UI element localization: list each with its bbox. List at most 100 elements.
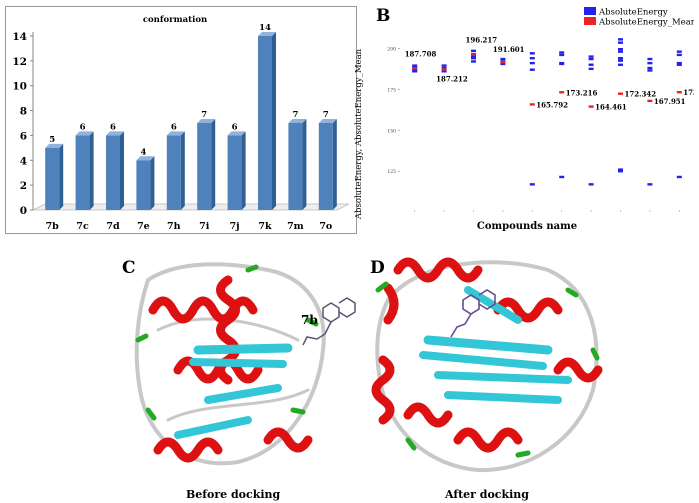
x-category-label: 7j <box>230 221 240 232</box>
y-tick-label: 125 <box>387 169 396 175</box>
bar-top <box>106 131 124 136</box>
energy-point <box>471 60 476 63</box>
energy-point <box>529 68 535 71</box>
bar-value-label: 6 <box>232 122 238 132</box>
y-axis-label: AbsoluteEnergy, AbsoluteEnergy_Mean <box>354 48 364 220</box>
energy-point <box>412 66 418 69</box>
energy-point <box>559 175 565 179</box>
mean-point <box>647 99 653 103</box>
panel-b-letter: B <box>376 6 391 26</box>
energy-point <box>618 41 623 44</box>
bar-top <box>197 119 216 123</box>
x-category-label: 7h <box>167 221 181 232</box>
energy-point <box>647 69 653 72</box>
bar <box>288 123 303 210</box>
energy-point <box>529 183 535 186</box>
bar-side <box>89 131 94 210</box>
y-tick-label: 10 <box>12 81 27 93</box>
energy-point <box>618 50 623 53</box>
mean-value-label: 173.24 <box>683 88 694 97</box>
bar <box>258 36 272 210</box>
mean-value-label: 165.792 <box>536 100 568 109</box>
y-tick-label: 14 <box>12 31 27 43</box>
x-category-label: 7k <box>258 221 272 232</box>
mean-point <box>412 67 418 70</box>
energy-point <box>676 53 682 57</box>
y-tick-label: 200 <box>387 46 396 52</box>
energy-point <box>647 183 653 186</box>
energy-point <box>588 55 594 58</box>
y-tick-label: 6 <box>20 130 27 142</box>
mean-value-label: 196.217 <box>466 36 498 45</box>
bar-value-label: 6 <box>171 122 177 132</box>
caption-before-docking: Before docking <box>186 488 281 501</box>
bar-top <box>75 131 94 136</box>
energy-point <box>618 48 623 51</box>
x-category-label: 7c <box>76 221 89 232</box>
bar <box>318 123 333 210</box>
y-tick-label: 150 <box>387 128 396 134</box>
y-tick-label: 2 <box>20 180 27 192</box>
energy-point <box>618 38 623 41</box>
mean-value-label: 187.212 <box>436 74 468 83</box>
bar-top <box>227 131 246 136</box>
energy-point <box>588 183 594 186</box>
energy-point <box>676 61 682 65</box>
energy-point <box>647 57 653 61</box>
x-axis-label: Compounds name <box>477 221 577 232</box>
energy-point <box>412 64 418 67</box>
bar <box>136 160 151 210</box>
mean-value-label: 187.708 <box>405 50 437 59</box>
mean-value-label: 191.601 <box>493 45 525 54</box>
legend-swatch <box>584 17 596 25</box>
bar <box>106 135 120 210</box>
energy-point <box>618 59 623 62</box>
energy-point <box>471 55 476 58</box>
ligand-label: 7b <box>301 313 318 327</box>
bar-top <box>45 143 64 148</box>
energy-point <box>676 63 682 66</box>
energy-point <box>529 61 535 65</box>
energy-point <box>618 168 623 171</box>
bar-top <box>318 119 337 123</box>
mean-point <box>529 103 535 106</box>
bar-side <box>241 131 246 210</box>
energy-point <box>412 70 418 73</box>
bar-top <box>288 119 307 123</box>
bar-top <box>136 156 155 161</box>
docked-ligand <box>450 289 496 338</box>
chart-title: conformation <box>143 15 207 25</box>
y-tick-label: 8 <box>20 106 27 118</box>
energy-point <box>471 49 476 53</box>
x-category-label: 7e <box>137 221 150 232</box>
energy-point <box>559 53 565 57</box>
bar <box>75 135 90 210</box>
energy-point <box>647 66 653 70</box>
legend-swatch <box>584 7 596 15</box>
mean-value-label: 167.951 <box>654 97 686 106</box>
bar-side <box>302 119 307 210</box>
bar-side <box>211 119 216 210</box>
bar-side <box>59 143 64 210</box>
energy-point <box>471 57 476 60</box>
x-category-label: 7d <box>106 221 120 232</box>
bar-value-label: 6 <box>110 122 116 132</box>
ligand-7b-molecule <box>302 297 356 346</box>
energy-point <box>500 62 506 66</box>
protein-structure-after-docking <box>371 257 603 473</box>
bar-value-label: 7 <box>292 110 298 120</box>
mean-value-label: 164.461 <box>595 103 627 112</box>
bar-top <box>258 32 276 36</box>
bar <box>197 123 212 210</box>
energy-point <box>676 50 682 53</box>
mean-point <box>588 105 594 108</box>
energy-point <box>588 57 594 61</box>
bar <box>227 135 242 210</box>
energy-point <box>500 57 506 61</box>
bar-side <box>150 156 155 210</box>
mean-point <box>676 91 682 94</box>
protein-structure-before-docking <box>134 262 356 466</box>
y-tick-label: 0 <box>20 205 27 217</box>
x-category-label: 7b <box>46 221 60 232</box>
